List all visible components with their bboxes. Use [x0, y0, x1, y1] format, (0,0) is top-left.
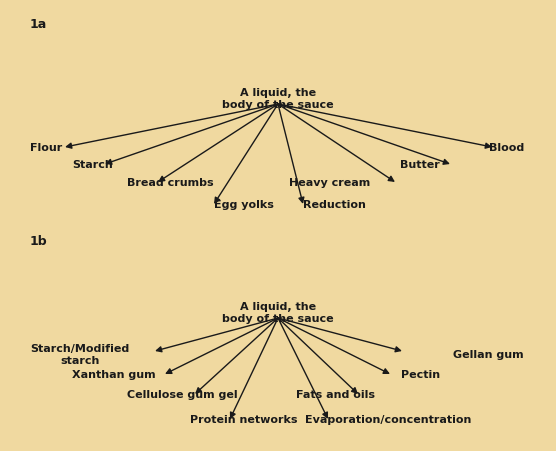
Text: Starch/Modified
starch: Starch/Modified starch	[30, 344, 129, 365]
Text: Flour: Flour	[30, 143, 62, 152]
Text: Evaporation/concentration: Evaporation/concentration	[305, 414, 471, 424]
Text: Pectin: Pectin	[401, 369, 440, 379]
Text: Egg yolks: Egg yolks	[214, 199, 274, 210]
Text: 1b: 1b	[30, 235, 48, 248]
Text: Xanthan gum: Xanthan gum	[72, 369, 156, 379]
Text: A liquid, the
body of the sauce: A liquid, the body of the sauce	[222, 301, 334, 323]
Text: Blood: Blood	[489, 143, 524, 152]
Text: 1a: 1a	[30, 18, 47, 31]
Text: Fats and oils: Fats and oils	[296, 389, 375, 399]
Text: Starch: Starch	[72, 160, 113, 170]
Text: Cellulose gum gel: Cellulose gum gel	[127, 389, 237, 399]
Text: Protein networks: Protein networks	[190, 414, 297, 424]
Text: A liquid, the
body of the sauce: A liquid, the body of the sauce	[222, 88, 334, 109]
Text: Butter: Butter	[400, 160, 440, 170]
Text: Gellan gum: Gellan gum	[453, 349, 524, 359]
Text: Reduction: Reduction	[303, 199, 366, 210]
Text: Heavy cream: Heavy cream	[289, 178, 370, 188]
Text: Bread crumbs: Bread crumbs	[127, 178, 214, 188]
